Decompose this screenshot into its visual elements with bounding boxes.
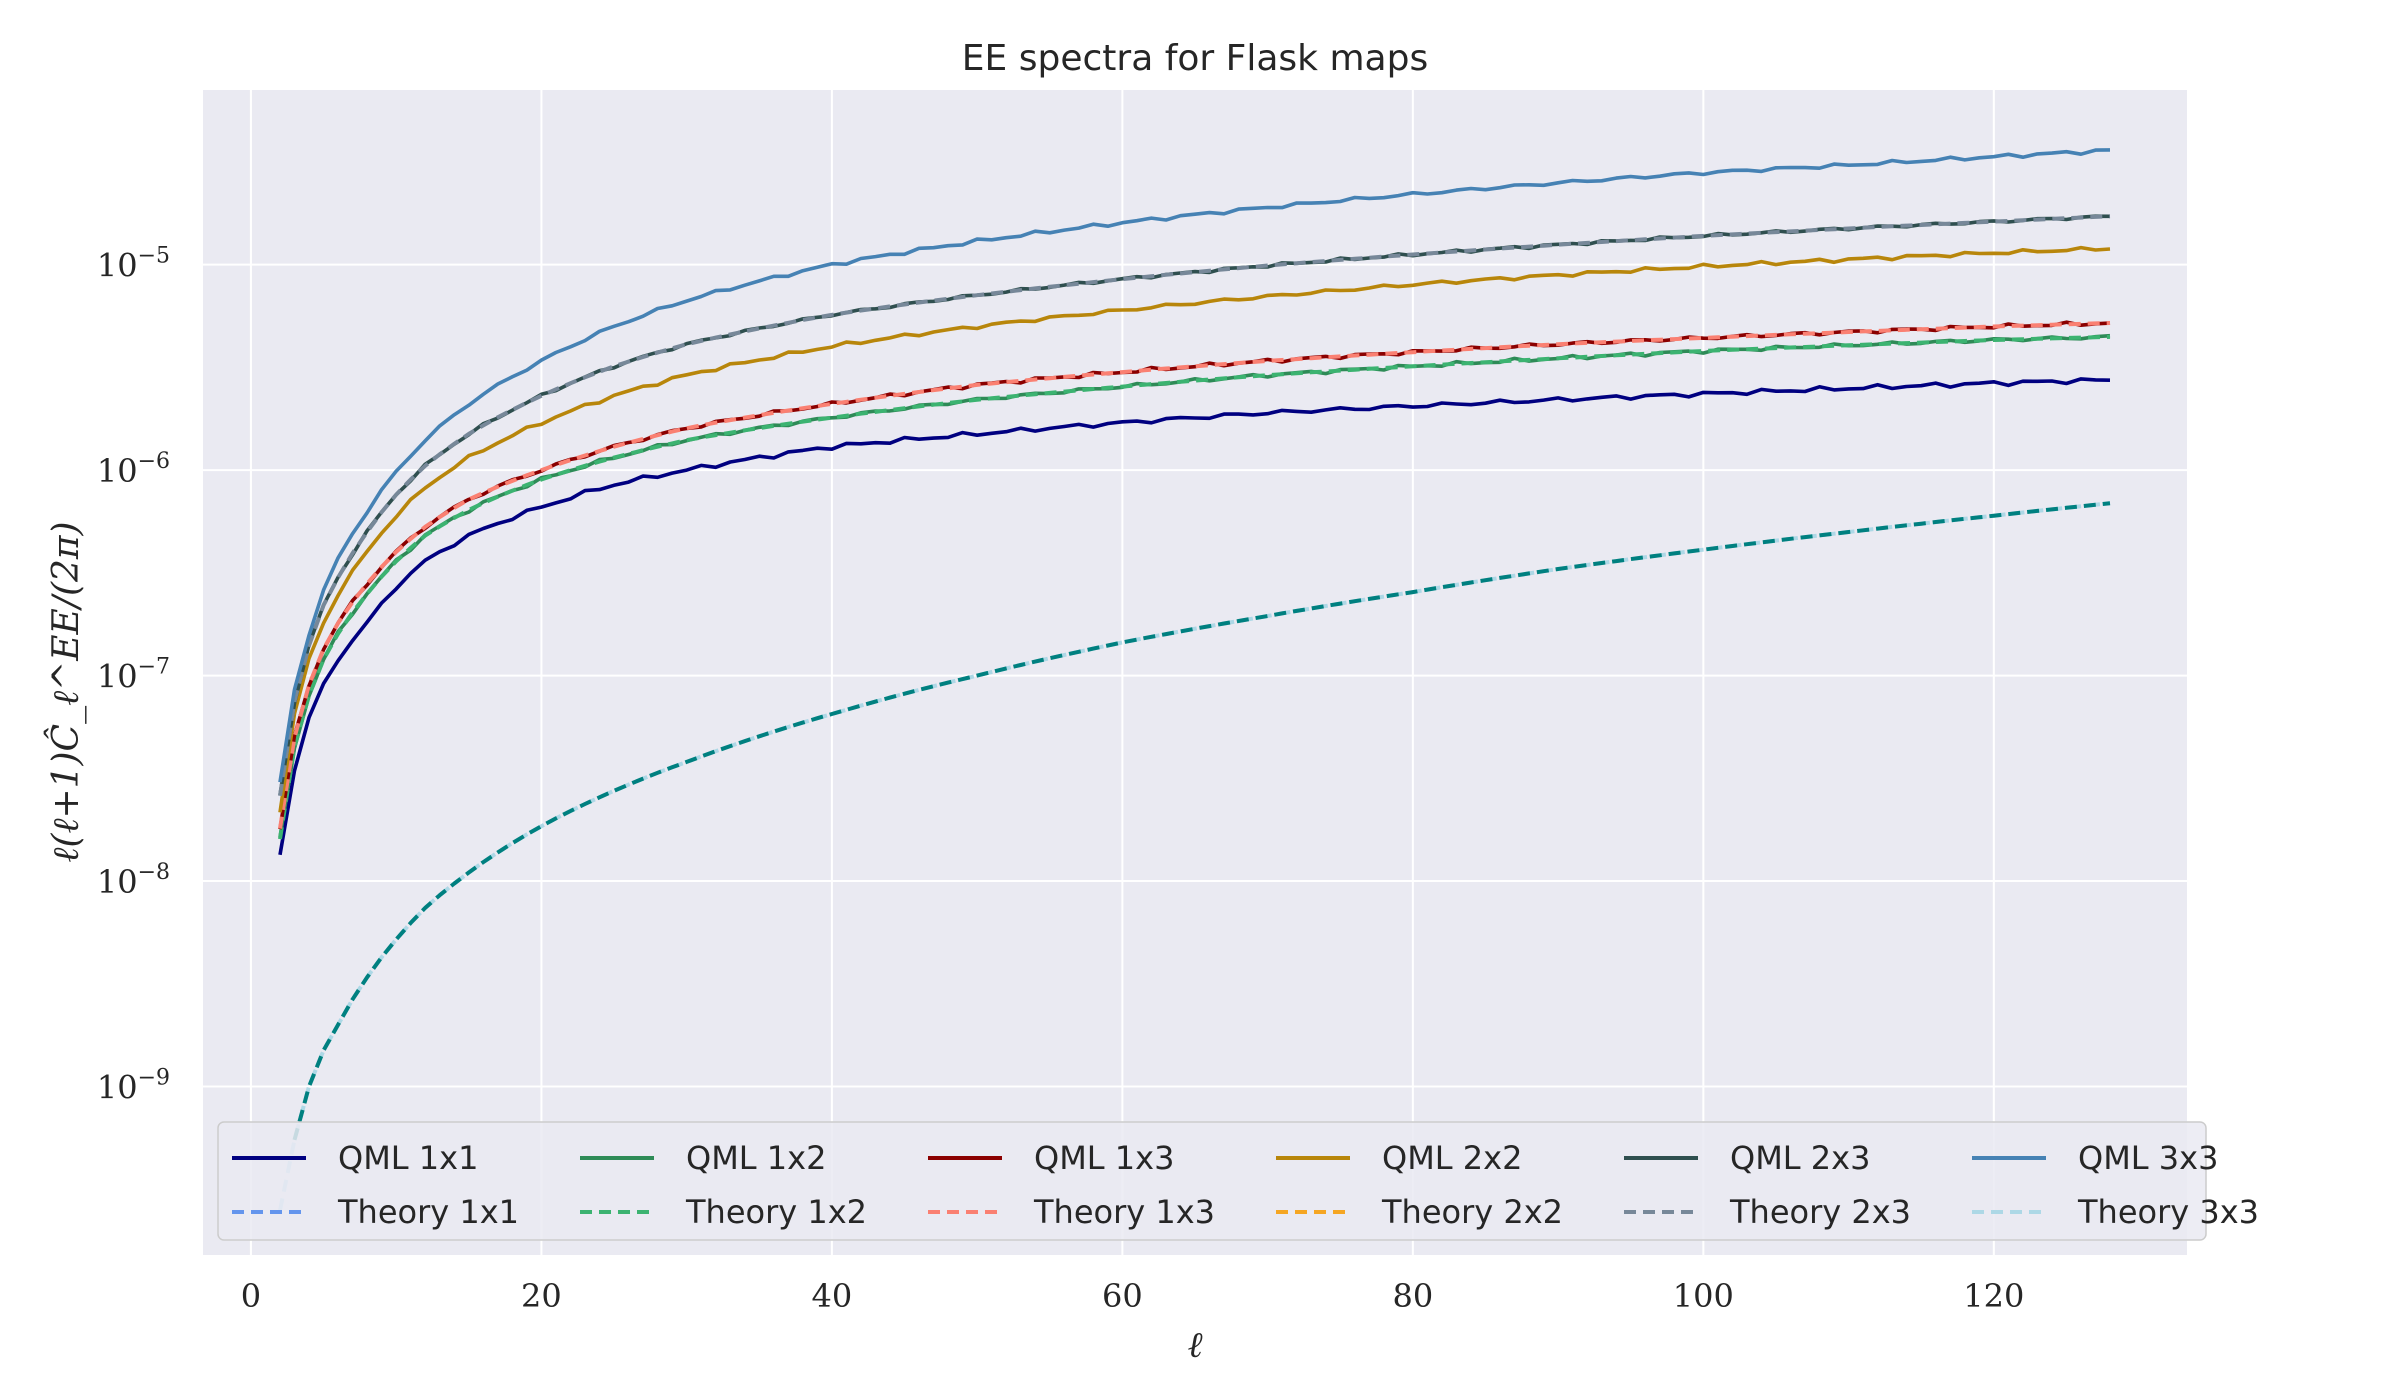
y-tick-label: 10−6 xyxy=(97,449,170,490)
legend-label: QML 1x3 xyxy=(1034,1139,1174,1177)
x-tick-label: 80 xyxy=(1393,1277,1434,1315)
y-tick-label: 10−5 xyxy=(97,244,170,285)
y-tick-label: 10−8 xyxy=(97,860,170,901)
legend: QML 1x1 Theory 1x1 QML 1x2 Theory 1x2 QML 1x… xyxy=(217,1121,2259,1241)
series-line xyxy=(278,214,2111,797)
x-axis-label: ℓ xyxy=(1188,1325,1203,1366)
legend-label: Theory 2x3 xyxy=(1729,1193,1911,1231)
legend-label: Theory 2x2 xyxy=(1381,1193,1563,1231)
legend-label: Theory 3x3 xyxy=(2077,1193,2259,1231)
y-tick-label: 10−9 xyxy=(97,1066,170,1107)
legend-label: QML 2x3 xyxy=(1730,1139,1870,1177)
y-axis-label: ℓ(ℓ+1)Ĉ_ℓ^EE/(2π) xyxy=(45,521,87,862)
legend-frame xyxy=(217,1121,2207,1241)
legend-label: Theory 1x3 xyxy=(1033,1193,1215,1231)
series-line xyxy=(278,377,2111,856)
legend-label: Theory 1x1 xyxy=(337,1193,519,1231)
x-axis-ticks: 0 20 40 60 80 100 120 xyxy=(241,1277,2025,1315)
series-line xyxy=(278,148,2111,783)
series-line xyxy=(292,501,2111,1141)
series-layer xyxy=(278,148,2111,1211)
x-tick-label: 40 xyxy=(812,1277,853,1315)
y-axis-ticks: 10−9 10−8 10−7 10−6 10−5 xyxy=(97,244,170,1107)
series-line xyxy=(278,321,2111,829)
legend-label: QML 1x2 xyxy=(686,1139,826,1177)
x-tick-label: 60 xyxy=(1102,1277,1143,1315)
series-line xyxy=(278,334,2111,840)
legend-label: QML 3x3 xyxy=(2078,1139,2218,1177)
legend-label: QML 1x1 xyxy=(338,1139,478,1177)
legend-label: QML 2x2 xyxy=(1382,1139,1522,1177)
x-tick-label: 0 xyxy=(241,1277,261,1315)
legend-label: Theory 1x2 xyxy=(685,1193,867,1231)
series-line xyxy=(278,245,2111,813)
x-tick-label: 100 xyxy=(1673,1277,1734,1315)
x-tick-label: 20 xyxy=(521,1277,562,1315)
x-tick-label: 120 xyxy=(1963,1277,2024,1315)
chart-title: EE spectra for Flask maps xyxy=(962,38,1428,79)
plot-area xyxy=(203,90,2187,1255)
y-tick-label: 10−7 xyxy=(97,655,170,696)
